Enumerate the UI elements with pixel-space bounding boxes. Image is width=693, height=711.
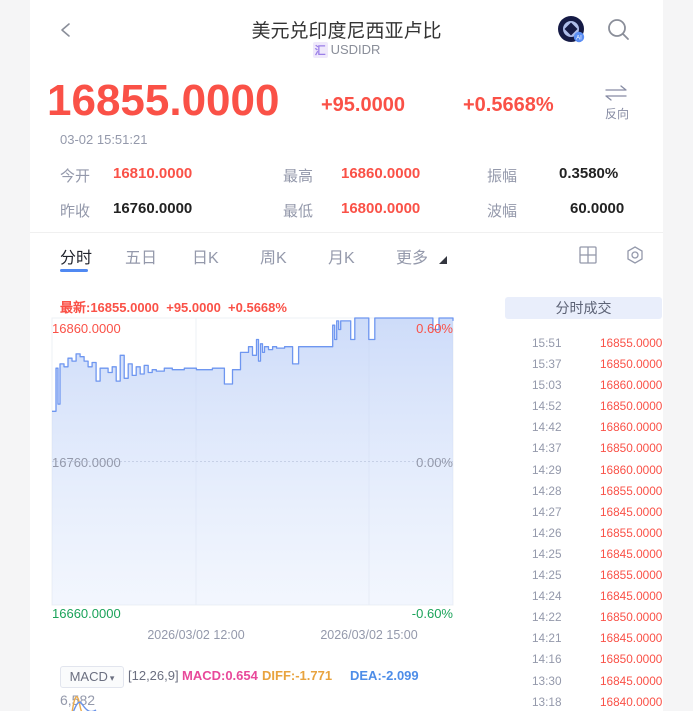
svg-text:2026/03/02 15:00: 2026/03/02 15:00 — [320, 628, 417, 642]
svg-text:0.00%: 0.00% — [416, 455, 453, 470]
svg-text:0.60%: 0.60% — [416, 321, 453, 336]
svg-text:2026/03/02 12:00: 2026/03/02 12:00 — [147, 628, 244, 642]
svg-text:-0.60%: -0.60% — [412, 606, 454, 621]
svg-text:16760.0000: 16760.0000 — [52, 455, 121, 470]
svg-text:16860.0000: 16860.0000 — [52, 321, 121, 336]
svg-text:AI: AI — [576, 35, 582, 41]
svg-text:16660.0000: 16660.0000 — [52, 606, 121, 621]
